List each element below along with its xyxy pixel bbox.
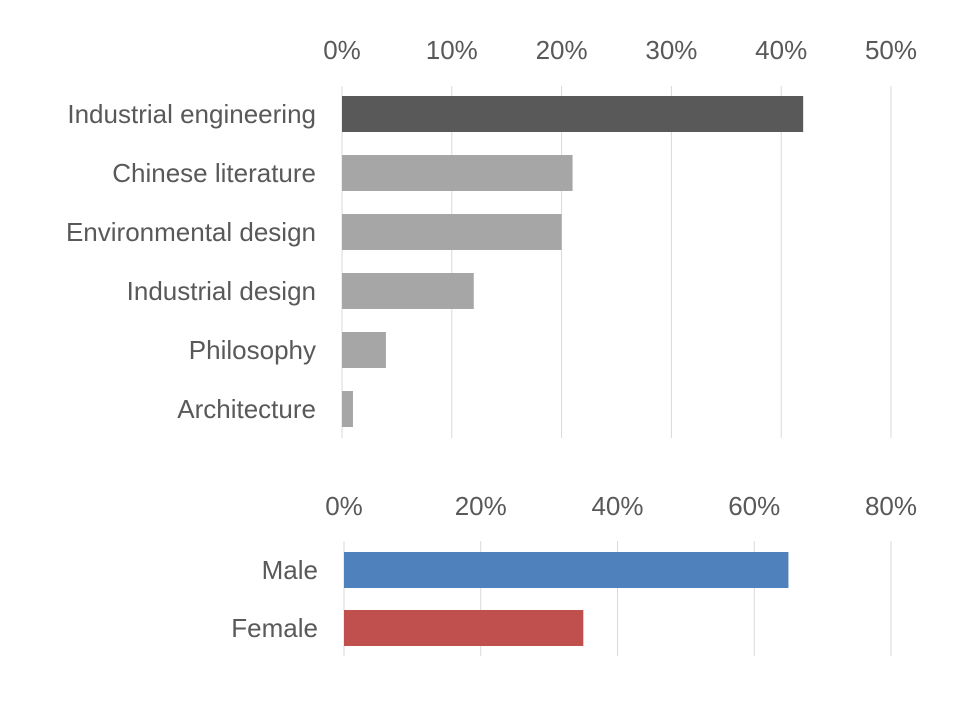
major-bar bbox=[342, 391, 353, 427]
gender-distribution-chart: 0% 20% 40% 60% 80% Male Female bbox=[231, 491, 917, 656]
major-x-tick-label: 40% bbox=[755, 35, 807, 65]
major-x-tick-label: 50% bbox=[865, 35, 917, 65]
major-category-label: Philosophy bbox=[189, 335, 316, 365]
gender-x-tick-label: 60% bbox=[728, 491, 780, 521]
gender-bar bbox=[344, 552, 789, 588]
major-x-tick-label: 30% bbox=[645, 35, 697, 65]
major-category-label: Architecture bbox=[177, 394, 316, 424]
gender-bar bbox=[344, 610, 584, 646]
major-bar bbox=[342, 155, 573, 191]
major-bar bbox=[342, 96, 804, 132]
major-category-label: Industrial engineering bbox=[67, 99, 316, 129]
major-category-label: Industrial design bbox=[127, 276, 316, 306]
gender-category-label: Female bbox=[231, 613, 318, 643]
major-x-tick-label: 10% bbox=[426, 35, 478, 65]
major-category-label: Environmental design bbox=[66, 217, 316, 247]
major-bar bbox=[342, 332, 386, 368]
major-distribution-chart: 0% 10% 20% 30% 40% 50% Industrial engineering C… bbox=[66, 35, 917, 438]
gender-x-tick-label: 40% bbox=[591, 491, 643, 521]
gender-x-tick-label: 20% bbox=[455, 491, 507, 521]
major-bar bbox=[342, 273, 474, 309]
gender-x-tick-label: 80% bbox=[865, 491, 917, 521]
major-x-tick-label: 0% bbox=[323, 35, 361, 65]
major-bar bbox=[342, 214, 562, 250]
gender-x-tick-label: 0% bbox=[325, 491, 363, 521]
major-x-tick-label: 20% bbox=[536, 35, 588, 65]
major-category-label: Chinese literature bbox=[112, 158, 316, 188]
gender-category-label: Male bbox=[262, 555, 318, 585]
